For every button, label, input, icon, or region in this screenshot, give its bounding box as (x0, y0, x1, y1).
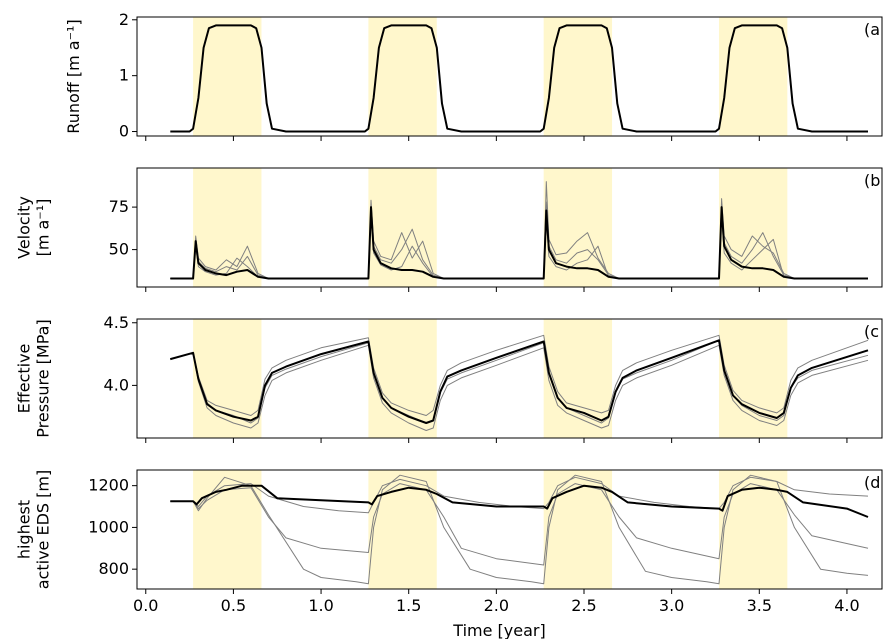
y-axis-label: [m a⁻¹] (34, 199, 53, 257)
mean-line (170, 484, 869, 518)
melt-season-band (368, 17, 437, 136)
x-tick-label: 0.0 (133, 596, 158, 615)
melt-season-band (193, 17, 262, 136)
x-tick-label: 0.5 (221, 596, 246, 615)
y-tick-label: 0 (119, 122, 129, 141)
x-tick-label: 3.5 (747, 596, 772, 615)
panel-tag: (a (864, 20, 880, 39)
ensemble-line (170, 474, 869, 585)
y-tick-label: 50 (109, 240, 129, 259)
y-tick-label: 4.5 (104, 313, 129, 332)
panel-tag: (c (864, 322, 879, 341)
y-tick-label: 4.0 (104, 375, 129, 394)
y-tick-label: 1 (119, 66, 129, 85)
panel-frame (136, 318, 883, 439)
panel-data (170, 17, 868, 136)
y-axis-label: active EDS [m] (34, 470, 53, 589)
panel-data (170, 470, 869, 589)
melt-season-band (718, 17, 788, 136)
x-tick-label: 3.0 (659, 596, 684, 615)
ensemble-line (170, 483, 869, 566)
panel-frame (136, 167, 883, 288)
y-axis-label: Velocity (15, 196, 34, 259)
melt-season-band (718, 168, 788, 287)
y-tick-label: 75 (109, 197, 129, 216)
mean-line (170, 339, 869, 424)
panel-4: 800 1000 1200 0.0 0.5 1.0 1.5 2.0 2.5 3.0 3.5 4.0 hi… (15, 469, 883, 615)
y-axis-label: highest (15, 500, 34, 559)
panel-tag: (d (864, 473, 880, 492)
y-tick-label: 2 (119, 10, 129, 29)
y-axis-label: Runoff [m a⁻¹] (64, 19, 83, 133)
ensemble-line (170, 334, 869, 416)
panel-2: 50 75 Velocity [m a⁻¹] (b (15, 167, 883, 292)
y-tick-label: 1000 (88, 517, 129, 536)
mean-line (170, 206, 868, 280)
melt-season-band (368, 319, 437, 438)
melt-season-band (543, 168, 613, 287)
x-tick-label: 4.0 (834, 596, 859, 615)
y-tick-label: 800 (98, 559, 129, 578)
panel-frame (136, 469, 883, 590)
panel-1: 0 1 2 Runoff [m a⁻¹] (a (64, 10, 883, 141)
ensemble-line (170, 344, 869, 431)
panel-data (170, 168, 868, 287)
melt-season-band (543, 17, 613, 136)
panel-frame (136, 16, 883, 137)
x-tick-label: 1.5 (396, 596, 421, 615)
y-axis-label: Effective (15, 344, 34, 414)
x-tick-label: 2.5 (571, 596, 596, 615)
mean-line (170, 24, 868, 133)
panel-data (170, 319, 869, 438)
y-axis-label: Pressure [MPa] (34, 319, 53, 437)
panel-3: 4.0 4.5 Effective Pressure [MPa] (c (15, 313, 883, 443)
melt-season-band (368, 470, 437, 589)
y-tick-label: 1200 (88, 476, 129, 495)
x-axis-label: Time [year] (452, 621, 545, 639)
melt-season-band (193, 319, 262, 438)
x-tick-label: 2.0 (484, 596, 509, 615)
x-tick-label: 1.0 (308, 596, 333, 615)
panel-tag: (b (864, 171, 880, 190)
